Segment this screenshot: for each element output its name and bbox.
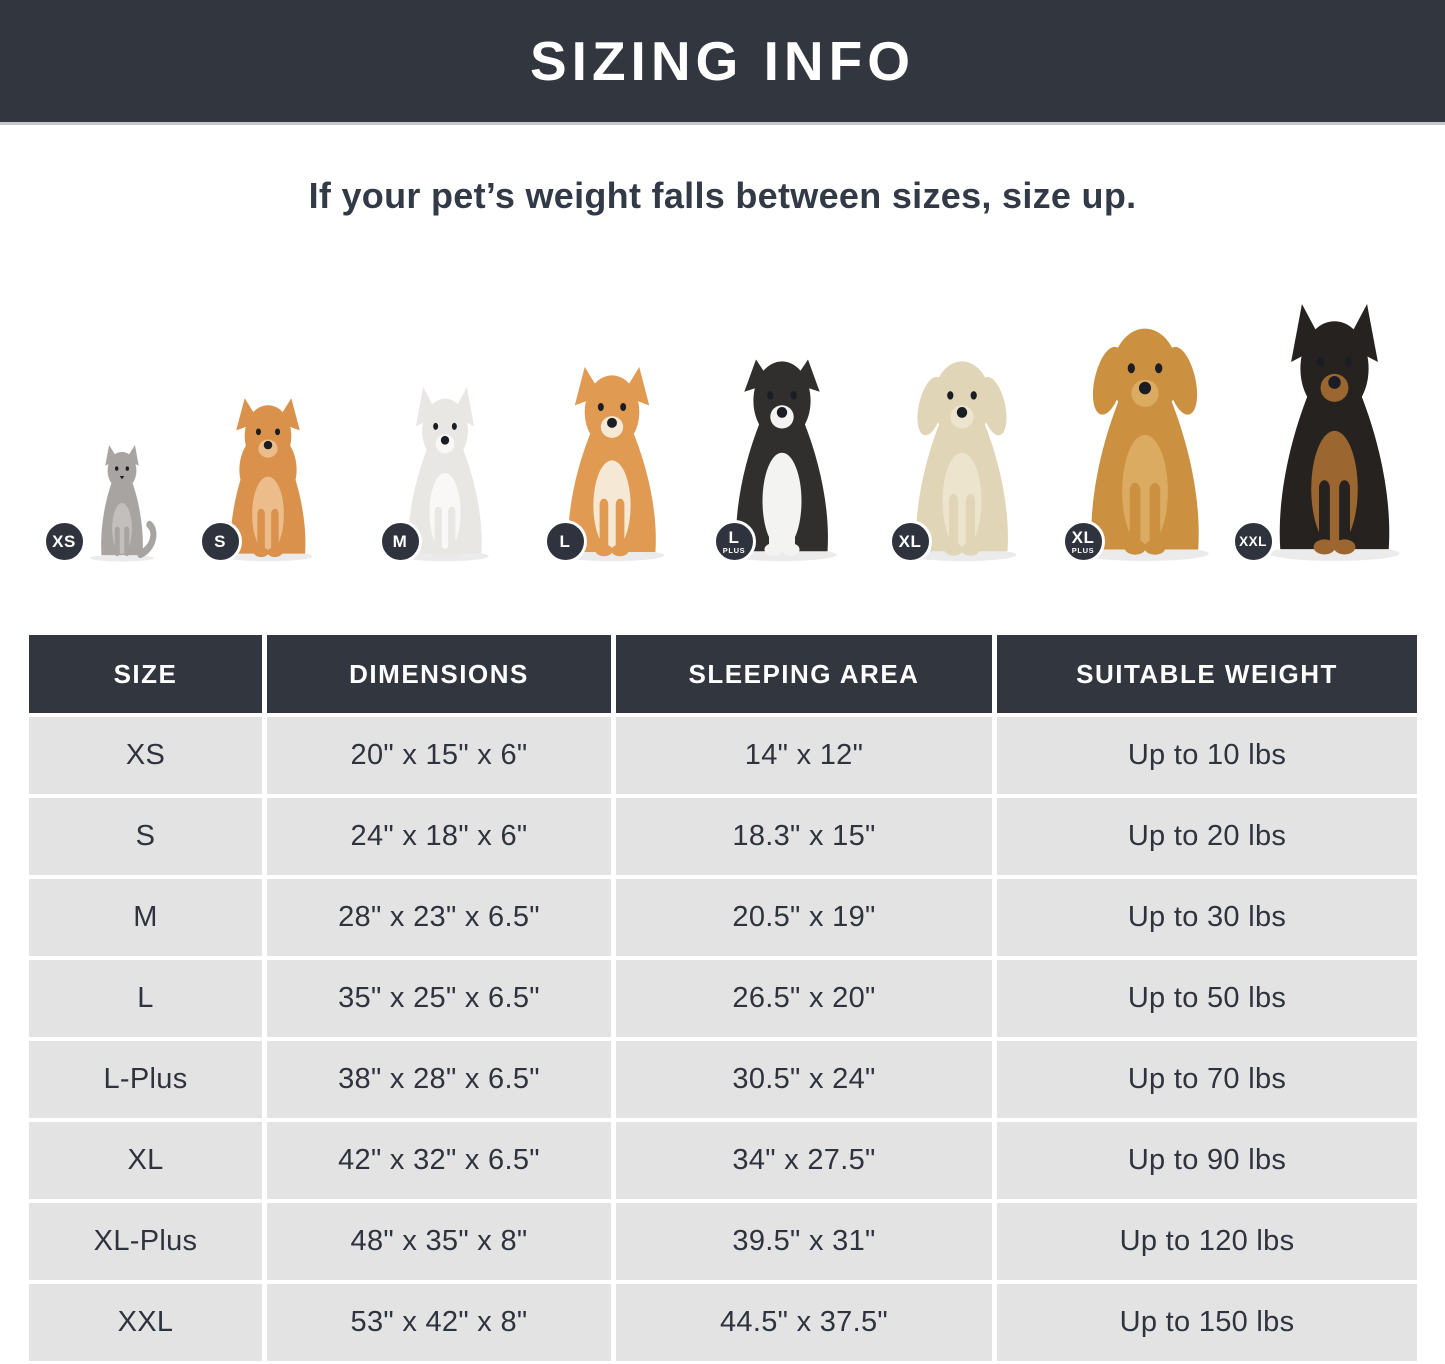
size-badge-xs: XS [42,520,86,563]
cell-size: S [29,798,262,875]
size-badge-m: M [378,520,422,563]
size-badge-l-plus: L PLUS [712,520,756,563]
cell-sleeping-area: 44.5" x 37.5" [616,1284,992,1361]
pet-illustration-shiba-inu [559,367,665,562]
size-badge-sublabel: PLUS [722,546,746,555]
cell-dimensions: 24" x 18" x 6" [267,798,611,875]
column-header-size: SIZE [29,635,262,713]
pet-size-lineup: XS S M L L PLUS XL XL PLUS XXL [0,270,1445,600]
cell-dimensions: 35" x 25" x 6.5" [267,960,611,1037]
size-badge-s: S [198,520,242,563]
column-header-dimensions: DIMENSIONS [267,635,611,713]
subtitle-text: If your pet’s weight falls between sizes… [308,175,1137,216]
cell-suitable-weight: Up to 30 lbs [997,879,1417,956]
cell-size: XS [29,717,262,794]
cell-sleeping-area: 39.5" x 31" [616,1203,992,1280]
pet-item-doberman [1257,304,1412,562]
column-header-sleeping-area: SLEEPING AREA [616,635,992,713]
cell-sleeping-area: 18.3" x 15" [616,798,992,875]
sizing-table: SIZE DIMENSIONS SLEEPING AREA SUITABLE W… [29,635,1417,1361]
cell-size: L-Plus [29,1041,262,1118]
cell-dimensions: 38" x 28" x 6.5" [267,1041,611,1118]
cell-dimensions: 53" x 42" x 8" [267,1284,611,1361]
page-title: SIZING INFO [530,30,915,92]
size-badge-label: L [728,527,740,547]
cell-size: L [29,960,262,1037]
pet-item-border-collie [717,347,847,562]
cell-sleeping-area: 14" x 12" [616,717,992,794]
pet-illustration-doberman [1268,304,1400,561]
cell-dimensions: 48" x 35" x 8" [267,1203,611,1280]
size-badge-label: XXL [1239,533,1267,549]
cell-suitable-weight: Up to 90 lbs [997,1122,1417,1199]
cell-dimensions: 20" x 15" x 6" [267,717,611,794]
pet-item-golden-retriever [1069,312,1221,562]
cell-sleeping-area: 30.5" x 24" [616,1041,992,1118]
cell-suitable-weight: Up to 120 lbs [997,1203,1417,1280]
cell-sleeping-area: 20.5" x 19" [616,879,992,956]
pet-item-french-bulldog [393,387,497,562]
size-badge-xl: XL [888,520,932,563]
header-banner: SIZING INFO [0,0,1445,125]
cell-suitable-weight: Up to 150 lbs [997,1284,1417,1361]
cell-suitable-weight: Up to 20 lbs [997,798,1417,875]
size-badge-label: XS [52,532,76,551]
cell-size: XL [29,1122,262,1199]
pet-illustration-pomeranian [223,398,313,562]
size-badge-label: XL [898,532,922,551]
cell-sleeping-area: 34" x 27.5" [616,1122,992,1199]
pet-illustration-gray-cat [90,444,157,562]
cell-suitable-weight: Up to 70 lbs [997,1041,1417,1118]
cell-suitable-weight: Up to 10 lbs [997,717,1417,794]
size-badge-sublabel: PLUS [1071,546,1095,555]
size-badge-l: L [543,520,587,563]
column-header-suitable-weight: SUITABLE WEIGHT [997,635,1417,713]
cell-dimensions: 42" x 32" x 6.5" [267,1122,611,1199]
size-badge-label: XL [1071,527,1095,547]
pet-item-shiba-inu [550,362,674,562]
size-badge-label: L [559,532,571,551]
pet-illustration-golden-retriever [1081,328,1209,561]
pet-item-labrador [897,347,1027,562]
cell-sleeping-area: 26.5" x 20" [616,960,992,1037]
cell-size: XL-Plus [29,1203,262,1280]
size-badge-label: S [214,532,226,551]
cell-size: XXL [29,1284,262,1361]
size-badge-xxl: XXL [1231,520,1275,563]
pet-item-gray-cat [84,444,160,562]
pet-item-pomeranian [215,394,321,562]
pet-illustration-labrador [907,361,1017,562]
cell-size: M [29,879,262,956]
cell-suitable-weight: Up to 50 lbs [997,960,1417,1037]
size-badge-xl-plus: XL PLUS [1061,520,1105,563]
pet-illustration-french-bulldog [401,387,489,562]
pet-illustration-border-collie [727,359,837,562]
cell-dimensions: 28" x 23" x 6.5" [267,879,611,956]
size-badge-label: M [392,532,408,551]
